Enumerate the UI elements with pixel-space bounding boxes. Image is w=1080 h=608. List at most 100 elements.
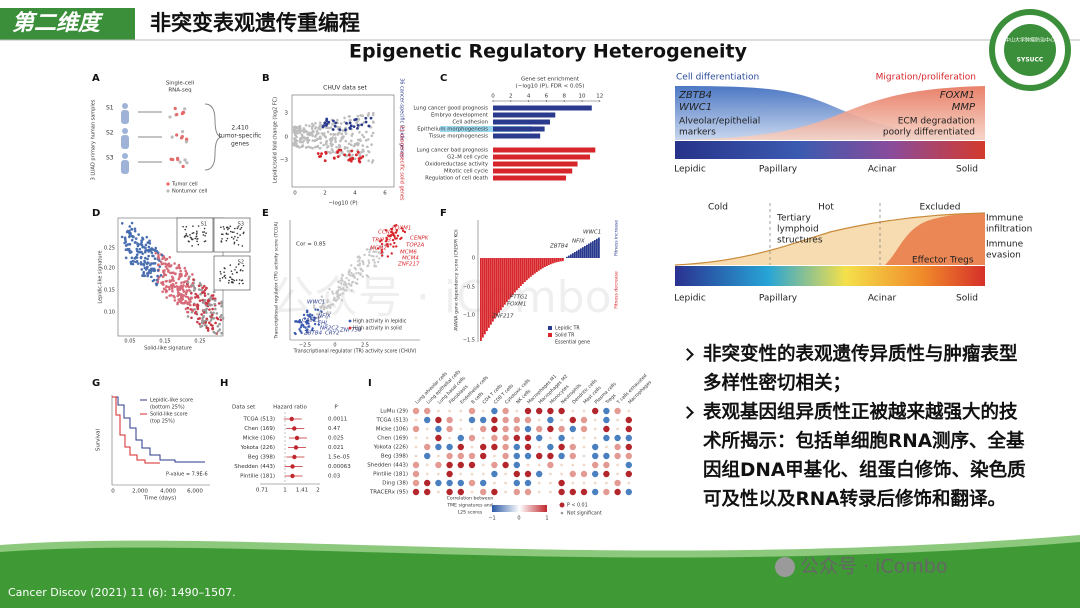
scatter-dot	[393, 241, 396, 245]
scatter-dot	[300, 331, 303, 335]
corr-dot	[513, 461, 520, 469]
scatter-dot	[362, 263, 365, 266]
corr-dot	[468, 479, 476, 487]
corr-dot	[582, 409, 586, 413]
corr-dot	[457, 488, 464, 496]
scatter-dot	[349, 159, 353, 163]
scatter-dot	[154, 251, 158, 255]
label: CASZ1	[302, 318, 320, 324]
logo-inner	[1004, 24, 1056, 76]
scatter-dot	[197, 288, 201, 291]
scatter-dot	[350, 289, 353, 292]
corr-dot	[603, 461, 610, 469]
waterfall-bar	[514, 258, 516, 293]
waterfall-bar	[506, 258, 508, 303]
scatter-dot	[341, 279, 344, 282]
label: CCNA2	[378, 230, 398, 236]
waterfall-bar	[548, 258, 550, 266]
scatter-dot	[146, 272, 149, 275]
inset-dot	[237, 263, 240, 266]
corr-dot	[412, 461, 420, 469]
corr-dot	[491, 470, 498, 478]
inset-dot	[182, 225, 184, 228]
bullet-text: 非突变性的表观遗传异质性与肿瘤表型多样性密切相关；	[703, 344, 1018, 394]
scatter-dot	[323, 121, 327, 125]
cell	[180, 112, 184, 116]
corr-dot	[446, 416, 453, 424]
label: FOXM1	[507, 302, 526, 308]
scatter-dot	[333, 124, 337, 128]
waterfall-bar	[494, 258, 496, 319]
scatter-dot	[335, 145, 338, 149]
scatter-dot	[191, 309, 195, 313]
scatter-dot	[322, 132, 326, 135]
corr-dot	[468, 461, 476, 469]
inset-dot	[237, 225, 240, 228]
waterfall-bar	[518, 258, 520, 289]
label: evasion	[986, 251, 1021, 261]
scatter-dot	[332, 119, 335, 123]
scatter-dot	[166, 263, 169, 267]
scatter-dot	[182, 281, 186, 284]
inset-dot	[194, 237, 196, 240]
corr-dot	[446, 443, 453, 451]
scatter-dot	[377, 251, 380, 254]
waterfall-bar	[512, 258, 514, 295]
inset-dot	[230, 230, 232, 233]
scatter-dot	[337, 288, 340, 292]
inset-dot	[191, 232, 194, 235]
corr-dot	[480, 452, 487, 460]
corr-dot	[480, 479, 487, 487]
corr-dot	[614, 443, 621, 451]
inset-dot	[219, 279, 221, 282]
label: 0	[472, 256, 475, 262]
scatter-dot	[378, 257, 381, 260]
corr-dot	[560, 463, 563, 467]
scatter-dot	[403, 230, 407, 234]
legend-dot	[166, 189, 170, 193]
scatter-dot	[322, 308, 326, 311]
inset-dot	[235, 279, 238, 281]
scatter-dot	[181, 288, 185, 292]
corr-dot	[625, 452, 632, 460]
scatter-dot	[179, 269, 182, 273]
scatter-dot	[355, 271, 358, 275]
corr-dot	[558, 407, 565, 415]
scatter-dot	[178, 272, 182, 276]
bullet-list: 非突变性的表观遗传异质性与肿瘤表型多样性密切相关； 表观基因组异质性正被越来越强大…	[680, 340, 1030, 514]
scatter-dot	[184, 285, 188, 288]
scatter-dot	[352, 144, 356, 148]
waterfall-bar	[524, 258, 526, 283]
scatter-dot	[305, 331, 309, 334]
inset-dot	[196, 230, 198, 233]
corr-dot	[424, 488, 431, 496]
label: MCM4	[402, 256, 419, 262]
scatter-dot	[347, 279, 351, 282]
scatter-dot	[390, 227, 394, 231]
scatter-dot	[164, 262, 167, 265]
scatter-dot	[144, 243, 148, 247]
scatter-dot	[302, 127, 306, 130]
scatter-dot	[211, 327, 214, 331]
corr-dot	[593, 481, 597, 485]
scatter-dot	[129, 262, 133, 266]
inset-dot	[236, 239, 238, 242]
scatter-dot	[200, 321, 204, 324]
inset-dot	[227, 282, 230, 284]
scatter-dot	[334, 299, 338, 303]
corr-dot	[616, 472, 619, 476]
scatter-dot	[336, 118, 339, 122]
corr-dot	[448, 409, 451, 413]
scatter-dot	[331, 128, 335, 131]
corr-dot	[592, 470, 599, 478]
scatter-dot	[205, 286, 208, 290]
scatter-dot	[305, 130, 309, 134]
inset-dot	[231, 236, 233, 239]
scatter-dot	[176, 301, 180, 304]
scatter-dot	[362, 121, 366, 124]
scatter-dot	[330, 148, 334, 151]
label: Lepidic/solid fold change (log2 FC)	[273, 97, 279, 183]
label: tumor-specific	[219, 133, 262, 140]
inset-dot	[187, 240, 190, 242]
scatter-dot	[179, 294, 183, 297]
